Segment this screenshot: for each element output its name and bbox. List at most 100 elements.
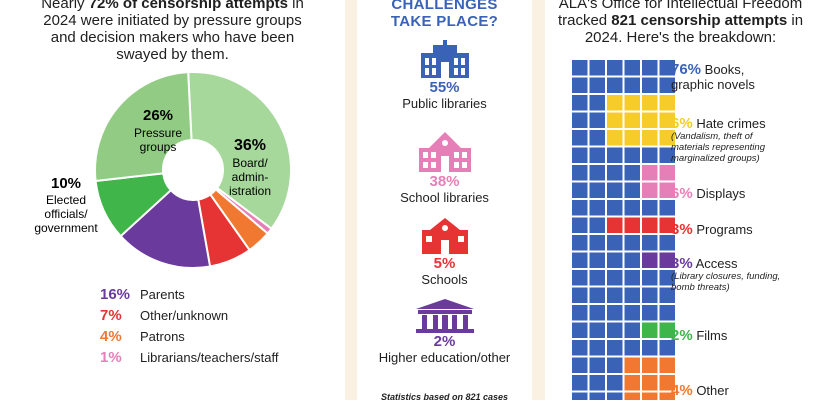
waffle-cell [659,147,675,163]
waffle-cell [607,322,623,338]
waffle-cell [659,375,675,391]
slice-label-elected-1: Elected [46,193,86,207]
waffle-cell [642,147,658,163]
waffle-cell [659,392,675,400]
waffle-cell [624,235,640,251]
category-books: 76% Books, graphic novels [671,61,755,92]
legend-librarians: 1% Librarians/teachers/staff [100,349,279,366]
waffle-cell [659,287,675,303]
waffle-cell [642,112,658,128]
waffle-cell [589,270,605,286]
waffle-cell [642,252,658,268]
waffle-cell [572,60,588,76]
waffle-cell [624,270,640,286]
waffle-cell [642,375,658,391]
waffle-cell [624,340,640,356]
venue-school-libraries: 38% School libraries [357,130,532,205]
donut-slice-0 [187,71,292,231]
waffle-cell [572,77,588,93]
waffle-cell [589,322,605,338]
waffle-cell [572,357,588,373]
waffle-cell [624,182,640,198]
slice-label-elected-3: government [34,221,98,235]
waffle-cell [607,112,623,128]
category-films: 2% Films [671,327,728,344]
waffle-cell [607,305,623,321]
waffle-cell [589,77,605,93]
waffle-cell [624,217,640,233]
category-other: 4% Other [671,382,729,399]
waffle-cell [659,217,675,233]
waffle-cell [572,112,588,128]
donut-slice-6 [94,71,193,183]
waffle-cell [642,270,658,286]
waffle-cell [572,375,588,391]
waffle-cell [642,392,658,400]
waffle-cell [642,165,658,181]
waffle-cell [624,147,640,163]
waffle-cell [589,217,605,233]
waffle-cell [607,357,623,373]
breakdown-intro: ALA's Office for Intellectual Freedom tr… [557,0,804,46]
waffle-cell [642,340,658,356]
waffle-cell [642,357,658,373]
waffle-cell [607,200,623,216]
waffle-cell [624,305,640,321]
slice-label-board-2: admin- [232,170,269,184]
waffle-cell [589,200,605,216]
waffle-cell [607,130,623,146]
slice-label-board-3: istration [229,184,271,198]
waffle-cell [659,165,675,181]
waffle-cell [572,252,588,268]
waffle-cell [572,287,588,303]
venues-panel: CHALLENGES TAKE PLACE? 55% Public librari… [357,0,532,400]
venue-schools: 5% Schools [357,216,532,287]
waffle-cell [642,200,658,216]
waffle-cell [607,147,623,163]
waffle-cell [642,217,658,233]
waffle-cell [659,270,675,286]
category-programs: 3% Programs [671,221,753,238]
initiators-intro: Nearly 72% of censorship attempts in 202… [41,0,304,63]
waffle-cell [642,130,658,146]
waffle-cell [607,182,623,198]
venue-public-libraries: 55% Public libraries [357,40,532,111]
public-library-icon [420,40,469,78]
waffle-cell [589,112,605,128]
slice-label-elected-2: officials/ [44,207,88,221]
breakdown-waffle-chart [572,60,675,400]
waffle-cell [572,305,588,321]
waffle-cell [607,287,623,303]
waffle-cell [589,165,605,181]
waffle-cell [572,182,588,198]
school-library-icon [418,132,471,172]
waffle-cell [659,357,675,373]
donut-slice-4 [119,188,212,269]
waffle-cell [589,340,605,356]
waffle-cell [607,340,623,356]
waffle-cell [659,305,675,321]
waffle-cell [572,270,588,286]
waffle-cell [659,235,675,251]
waffle-cell [589,357,605,373]
waffle-cell [659,182,675,198]
higher-education-icon [415,299,474,333]
waffle-cell [659,340,675,356]
waffle-cell [589,252,605,268]
initiators-donut-chart: 26% Pressure groups 36% Board/ admin- is… [34,71,292,269]
waffle-cell [607,217,623,233]
category-hate-crimes: 6% Hate crimes (Vandalism, theft of mate… [671,115,766,164]
breakdown-panel: ALA's Office for Intellectual Freedom tr… [545,0,816,400]
waffle-cell [642,95,658,111]
waffle-cell [642,60,658,76]
waffle-cell [589,147,605,163]
waffle-cell [607,252,623,268]
waffle-cell [589,375,605,391]
legend-patrons: 4% Patrons [100,328,185,345]
waffle-cell [659,200,675,216]
waffle-cell [589,392,605,400]
waffle-cell [607,392,623,400]
waffle-cell [642,305,658,321]
slice-label-pressure-groups-1: Pressure [134,126,182,140]
waffle-cell [572,95,588,111]
